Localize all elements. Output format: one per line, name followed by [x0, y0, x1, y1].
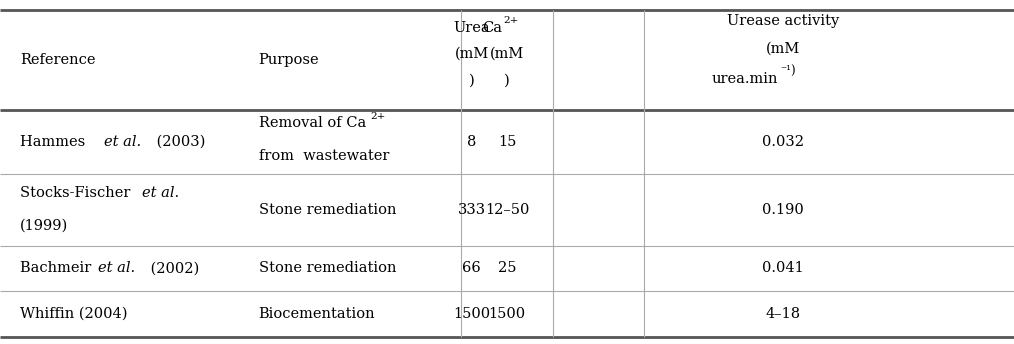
Text: ): ): [504, 74, 510, 88]
Text: Urea: Urea: [453, 21, 490, 34]
Text: (mM: (mM: [490, 46, 524, 60]
Text: ): ): [468, 74, 475, 88]
Text: Removal of Ca: Removal of Ca: [259, 116, 366, 130]
Text: 0.032: 0.032: [763, 135, 804, 149]
Text: (2003): (2003): [152, 135, 206, 149]
Text: 66: 66: [462, 261, 481, 275]
Text: Urease activity: Urease activity: [727, 14, 840, 28]
Text: 25: 25: [498, 261, 516, 275]
Text: 0.041: 0.041: [763, 261, 804, 275]
Text: 4–18: 4–18: [766, 307, 801, 321]
Text: 1500: 1500: [453, 307, 490, 321]
Text: Whiffin (2004): Whiffin (2004): [20, 307, 128, 321]
Text: 0.190: 0.190: [763, 203, 804, 217]
Text: ⁻¹): ⁻¹): [781, 65, 796, 78]
Text: (2002): (2002): [146, 261, 200, 275]
Text: (mM: (mM: [767, 41, 800, 55]
Text: (mM: (mM: [454, 46, 489, 60]
Text: et al.: et al.: [98, 261, 136, 275]
Text: 12–50: 12–50: [485, 203, 529, 217]
Text: Ca: Ca: [482, 21, 502, 34]
Text: Stone remediation: Stone remediation: [259, 203, 396, 217]
Text: 333: 333: [457, 203, 486, 217]
Text: 15: 15: [498, 135, 516, 149]
Text: 1500: 1500: [489, 307, 525, 321]
Text: Stone remediation: Stone remediation: [259, 261, 396, 275]
Text: et al.: et al.: [142, 186, 179, 200]
Text: Hammes: Hammes: [20, 135, 90, 149]
Text: et al.: et al.: [104, 135, 142, 149]
Text: 2+: 2+: [503, 16, 518, 25]
Text: Biocementation: Biocementation: [259, 307, 375, 321]
Text: (1999): (1999): [20, 218, 69, 232]
Text: 2+: 2+: [370, 111, 385, 121]
Text: Purpose: Purpose: [259, 53, 319, 67]
Text: Reference: Reference: [20, 53, 95, 67]
Text: Stocks-Fischer: Stocks-Fischer: [20, 186, 135, 200]
Text: 8: 8: [466, 135, 477, 149]
Text: Bachmeir: Bachmeir: [20, 261, 96, 275]
Text: urea.min: urea.min: [712, 72, 779, 86]
Text: from  wastewater: from wastewater: [259, 149, 389, 163]
